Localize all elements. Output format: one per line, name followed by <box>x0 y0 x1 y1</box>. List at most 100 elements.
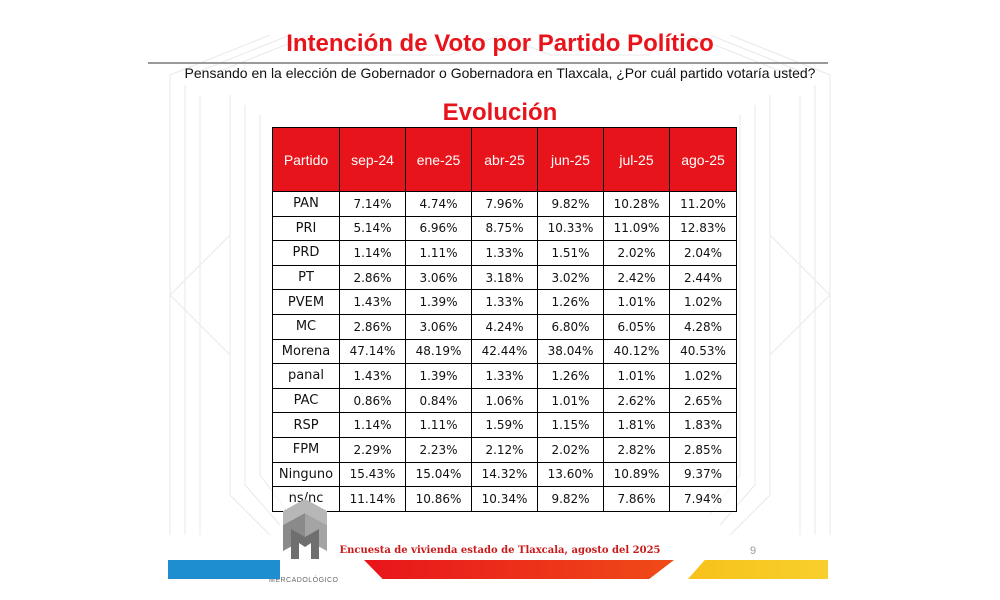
percentage-cell: 7.86% <box>603 486 670 512</box>
percentage-cell: 1.11% <box>405 240 472 266</box>
percentage-cell: 1.83% <box>669 412 737 438</box>
percentage-cell: 1.26% <box>537 363 604 389</box>
page-number: 9 <box>750 545 757 557</box>
party-name-cell: PAN <box>272 191 340 217</box>
percentage-cell: 0.86% <box>339 387 406 414</box>
party-name-cell: panal <box>272 363 340 389</box>
party-name-cell: PAC <box>272 387 340 414</box>
party-name-cell: Ninguno <box>272 461 340 488</box>
percentage-cell: 3.18% <box>471 264 538 291</box>
percentage-cell: 6.96% <box>405 215 472 242</box>
table-header-row: Partido sep-24 ene-25 abr-25 jun-25 jul-… <box>272 127 737 192</box>
percentage-cell: 2.86% <box>339 313 406 340</box>
percentage-cell: 7.94% <box>669 486 737 512</box>
party-name-cell: FPM <box>272 436 340 463</box>
percentage-cell: 9.37% <box>669 461 737 488</box>
header-party: Partido <box>272 127 340 192</box>
table-row: PAN 7.14% 4.74% 7.96% 9.82% 10.28% 11.20% <box>272 191 737 217</box>
percentage-cell: 1.39% <box>405 289 472 315</box>
percentage-cell: 10.34% <box>471 486 538 512</box>
percentage-cell: 1.01% <box>537 387 604 414</box>
percentage-cell: 1.43% <box>339 363 406 389</box>
header-period: ene-25 <box>405 127 472 192</box>
percentage-cell: 2.42% <box>603 264 670 291</box>
table-row: RSP 1.14% 1.11% 1.59% 1.15% 1.81% 1.83% <box>272 412 737 438</box>
percentage-cell: 2.23% <box>405 436 472 463</box>
percentage-cell: 3.06% <box>405 313 472 340</box>
percentage-cell: 1.33% <box>471 363 538 389</box>
survey-question: Pensando en la elección de Gobernador o … <box>184 65 816 81</box>
percentage-cell: 1.14% <box>339 412 406 438</box>
table-row: panal 1.43% 1.39% 1.33% 1.26% 1.01% 1.02% <box>272 363 737 389</box>
table-row: FPM 2.29% 2.23% 2.12% 2.02% 2.82% 2.85% <box>272 436 737 463</box>
party-name-cell: Morena <box>272 338 340 365</box>
percentage-cell: 1.15% <box>537 412 604 438</box>
vote-intention-table: Partido sep-24 ene-25 abr-25 jun-25 jul-… <box>272 127 737 512</box>
percentage-cell: 2.85% <box>669 436 737 463</box>
percentage-cell: 2.04% <box>669 240 737 266</box>
percentage-cell: 2.82% <box>603 436 670 463</box>
percentage-cell: 2.02% <box>603 240 670 266</box>
table-row: PT 2.86% 3.06% 3.18% 3.02% 2.42% 2.44% <box>272 264 737 291</box>
party-name-cell: PT <box>272 264 340 291</box>
percentage-cell: 15.43% <box>339 461 406 488</box>
percentage-cell: 2.12% <box>471 436 538 463</box>
percentage-cell: 2.44% <box>669 264 737 291</box>
percentage-cell: 3.06% <box>405 264 472 291</box>
percentage-cell: 10.28% <box>603 191 670 217</box>
percentage-cell: 2.65% <box>669 387 737 414</box>
footer-blue-bar <box>168 560 280 579</box>
footer-yellow-bar <box>688 560 828 579</box>
percentage-cell: 47.14% <box>339 338 406 365</box>
page-title: Intención de Voto por Partido Político <box>286 30 714 57</box>
percentage-cell: 10.89% <box>603 461 670 488</box>
title-divider <box>148 62 828 64</box>
percentage-cell: 1.51% <box>537 240 604 266</box>
percentage-cell: 11.09% <box>603 215 670 242</box>
percentage-cell: 1.02% <box>669 363 737 389</box>
party-name-cell: PRI <box>272 215 340 242</box>
percentage-cell: 1.02% <box>669 289 737 315</box>
percentage-cell: 0.84% <box>405 387 472 414</box>
footer-source: Encuesta de vivienda estado de Tlaxcala,… <box>339 545 661 556</box>
percentage-cell: 1.81% <box>603 412 670 438</box>
percentage-cell: 2.86% <box>339 264 406 291</box>
percentage-cell: 1.11% <box>405 412 472 438</box>
table-row: Morena 47.14% 48.19% 42.44% 38.04% 40.12% 40.5… <box>272 338 737 365</box>
percentage-cell: 4.24% <box>471 313 538 340</box>
percentage-cell: 3.02% <box>537 264 604 291</box>
percentage-cell: 4.28% <box>669 313 737 340</box>
percentage-cell: 1.26% <box>537 289 604 315</box>
section-heading: Evolución <box>442 99 558 126</box>
percentage-cell: 13.60% <box>537 461 604 488</box>
percentage-cell: 10.33% <box>537 215 604 242</box>
table-row: MC 2.86% 3.06% 4.24% 6.80% 6.05% 4.28% <box>272 313 737 340</box>
percentage-cell: 6.80% <box>537 313 604 340</box>
header-period: sep-24 <box>339 127 406 192</box>
table-row: ns/nc 11.14% 10.86% 10.34% 9.82% 7.86% 7.94% <box>272 486 737 512</box>
percentage-cell: 15.04% <box>405 461 472 488</box>
percentage-cell: 1.33% <box>471 240 538 266</box>
header-period: jul-25 <box>603 127 670 192</box>
percentage-cell: 1.14% <box>339 240 406 266</box>
percentage-cell: 6.05% <box>603 313 670 340</box>
percentage-cell: 9.82% <box>537 486 604 512</box>
percentage-cell: 10.86% <box>405 486 472 512</box>
party-name-cell: RSP <box>272 412 340 438</box>
percentage-cell: 1.33% <box>471 289 538 315</box>
table-row: Ninguno 15.43% 15.04% 14.32% 13.60% 10.89% 9.3… <box>272 461 737 488</box>
percentage-cell: 11.20% <box>669 191 737 217</box>
percentage-cell: 2.62% <box>603 387 670 414</box>
percentage-cell: 4.74% <box>405 191 472 217</box>
percentage-cell: 12.83% <box>669 215 737 242</box>
percentage-cell: 1.01% <box>603 363 670 389</box>
logo-wordmark: MERCADOLÓGICO <box>269 577 339 584</box>
percentage-cell: 38.04% <box>537 338 604 365</box>
table-row: PVEM 1.43% 1.39% 1.33% 1.26% 1.01% 1.02% <box>272 289 737 315</box>
percentage-cell: 40.12% <box>603 338 670 365</box>
party-name-cell: PVEM <box>272 289 340 315</box>
percentage-cell: 5.14% <box>339 215 406 242</box>
percentage-cell: 11.14% <box>339 486 406 512</box>
background-geometric-pattern <box>169 35 831 536</box>
header-period: ago-25 <box>669 127 737 192</box>
